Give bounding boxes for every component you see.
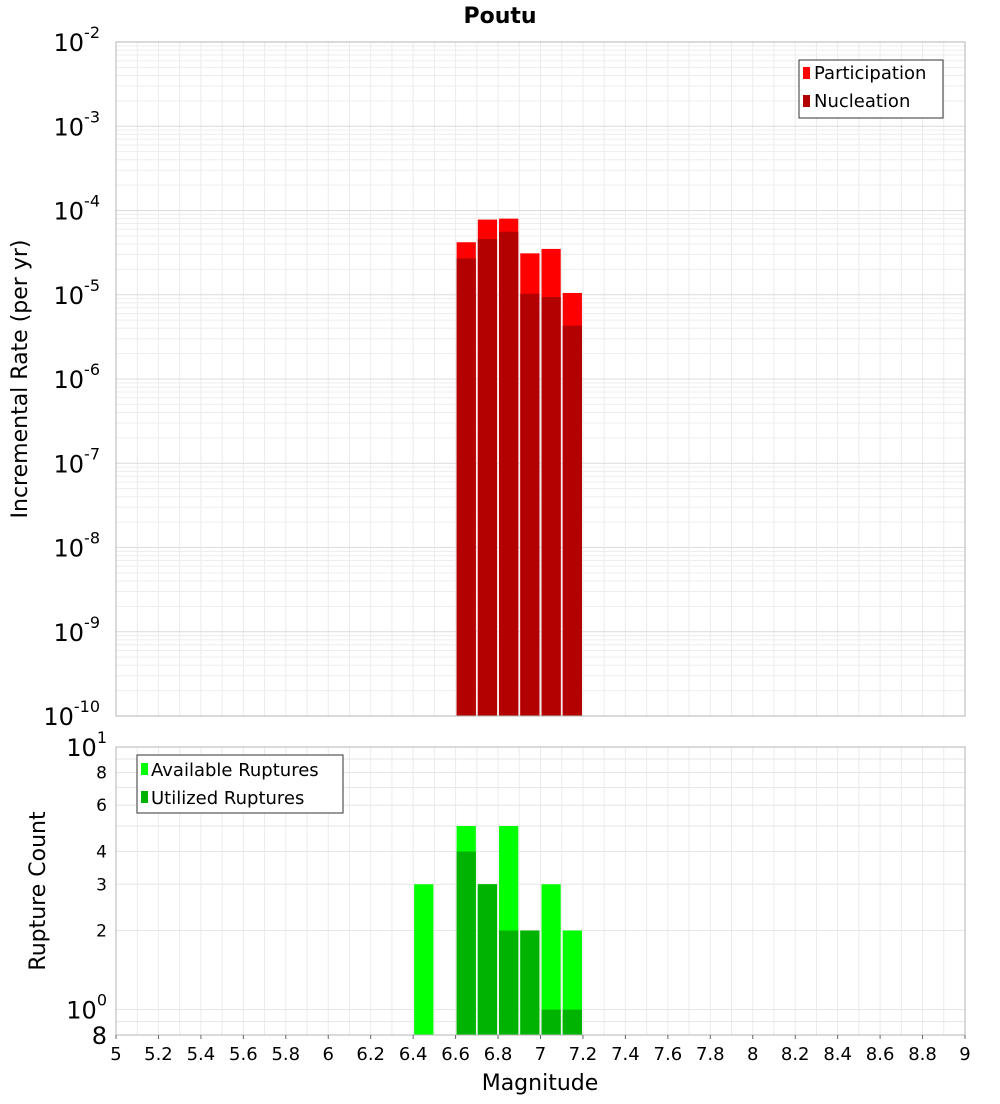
rate-panel: 10-10 10-9 10-8 10-7 10-6 10-5 10-4 10-3 10-2 Inc… (8, 23, 966, 731)
utilized-bar (499, 930, 519, 1035)
nucleation-bar (562, 325, 582, 716)
utilized-bar (562, 1009, 582, 1035)
y-tick-label: 10-8 (54, 529, 101, 563)
utilized-bar (456, 851, 476, 1035)
utilized-bar (477, 884, 498, 1035)
x-axis-label: Magnitude (482, 1071, 599, 1096)
y-tick-label: 10-10 (43, 697, 100, 731)
utilized-bar (541, 1009, 561, 1035)
nucleation-bar (541, 297, 561, 716)
available-bar (541, 884, 561, 1035)
x-tick-label: 8.8 (908, 1044, 937, 1065)
x-tick-label: 8.2 (781, 1044, 810, 1065)
legend-frame (798, 59, 944, 119)
count-y-axis-label: Rupture Count (26, 811, 51, 971)
y-tick-label: 8 (96, 763, 107, 783)
x-tick-label: 7.2 (569, 1044, 598, 1065)
rate-bars (456, 218, 582, 717)
x-tick-label: 6.8 (484, 1044, 513, 1065)
legend-swatch-nucleation (803, 95, 810, 107)
rate-y-axis-label: Incremental Rate (per yr) (8, 240, 33, 519)
y-tick-label: 10-5 (54, 276, 101, 310)
rate-legend: Participation Nucleation (798, 59, 944, 119)
count-bars (414, 826, 582, 1035)
legend-swatch-utilized (141, 791, 148, 803)
y-tick-label: 4 (96, 842, 107, 862)
available-bar (562, 930, 582, 1035)
x-tick-label: 6.2 (356, 1044, 385, 1065)
legend-label-available: Available Ruptures (151, 760, 319, 781)
chart-title: Poutu (463, 4, 536, 29)
x-tick-label: 5.2 (144, 1044, 173, 1065)
y-tick-label: 100 (66, 991, 107, 1025)
x-tick-label: 5 (110, 1044, 121, 1065)
rate-grid (115, 42, 966, 717)
legend-label-utilized: Utilized Ruptures (151, 788, 304, 809)
rate-y-ticks: 10-10 10-9 10-8 10-7 10-6 10-5 10-4 10-3 10-2 (43, 23, 100, 731)
legend-swatch-participation (803, 67, 810, 79)
x-tick-label: 5.4 (187, 1044, 216, 1065)
nucleation-bar (520, 293, 540, 716)
legend-label-participation: Participation (814, 63, 926, 84)
y-tick-label: 3 (96, 875, 107, 895)
y-tick-label: 10-7 (54, 444, 101, 478)
x-axis: 5 5.2 5.4 5.6 5.8 6 6.2 6.4 6.6 6.8 7 7.2 7.4 7.6 7.8 8… (110, 1035, 971, 1065)
y-tick-label: 101 (66, 728, 107, 762)
x-tick-label: 8.4 (823, 1044, 852, 1065)
x-tick-label: 7.4 (611, 1044, 640, 1065)
y-tick-label: 10-4 (54, 192, 101, 226)
y-tick-label: 10-6 (54, 360, 101, 394)
x-tick-label: 8.6 (866, 1044, 895, 1065)
available-bar (414, 884, 434, 1035)
x-tick-label: 6 (323, 1044, 334, 1065)
x-tick-label: 5.6 (229, 1044, 258, 1065)
legend-swatch-available (141, 763, 148, 775)
x-tick-label: 8 (747, 1044, 758, 1065)
nucleation-bar (477, 238, 498, 716)
nucleation-bar (456, 258, 476, 716)
y-tick-label: 6 (96, 796, 107, 816)
legend-frame (136, 754, 344, 814)
count-legend: Available Ruptures Utilized Ruptures (136, 754, 344, 814)
x-tick-label: 7.6 (654, 1044, 683, 1065)
y-tick-label: 2 (96, 922, 107, 942)
utilized-bar (520, 930, 540, 1035)
x-tick-label: 5.8 (271, 1044, 300, 1065)
y-tick-label: 10-9 (54, 613, 101, 647)
y-tick-label: 8 (92, 1022, 107, 1050)
rate-plot-border (115, 41, 966, 717)
legend-label-nucleation: Nucleation (814, 91, 910, 112)
x-tick-label: 6.4 (399, 1044, 428, 1065)
x-tick-label: 7.8 (696, 1044, 725, 1065)
y-tick-label: 10-3 (54, 107, 101, 141)
y-tick-label: 10-2 (54, 23, 101, 57)
x-tick-label: 9 (959, 1044, 970, 1065)
nucleation-bar (499, 231, 519, 717)
x-tick-label: 7 (535, 1044, 546, 1065)
x-tick-label: 6.6 (441, 1044, 470, 1065)
